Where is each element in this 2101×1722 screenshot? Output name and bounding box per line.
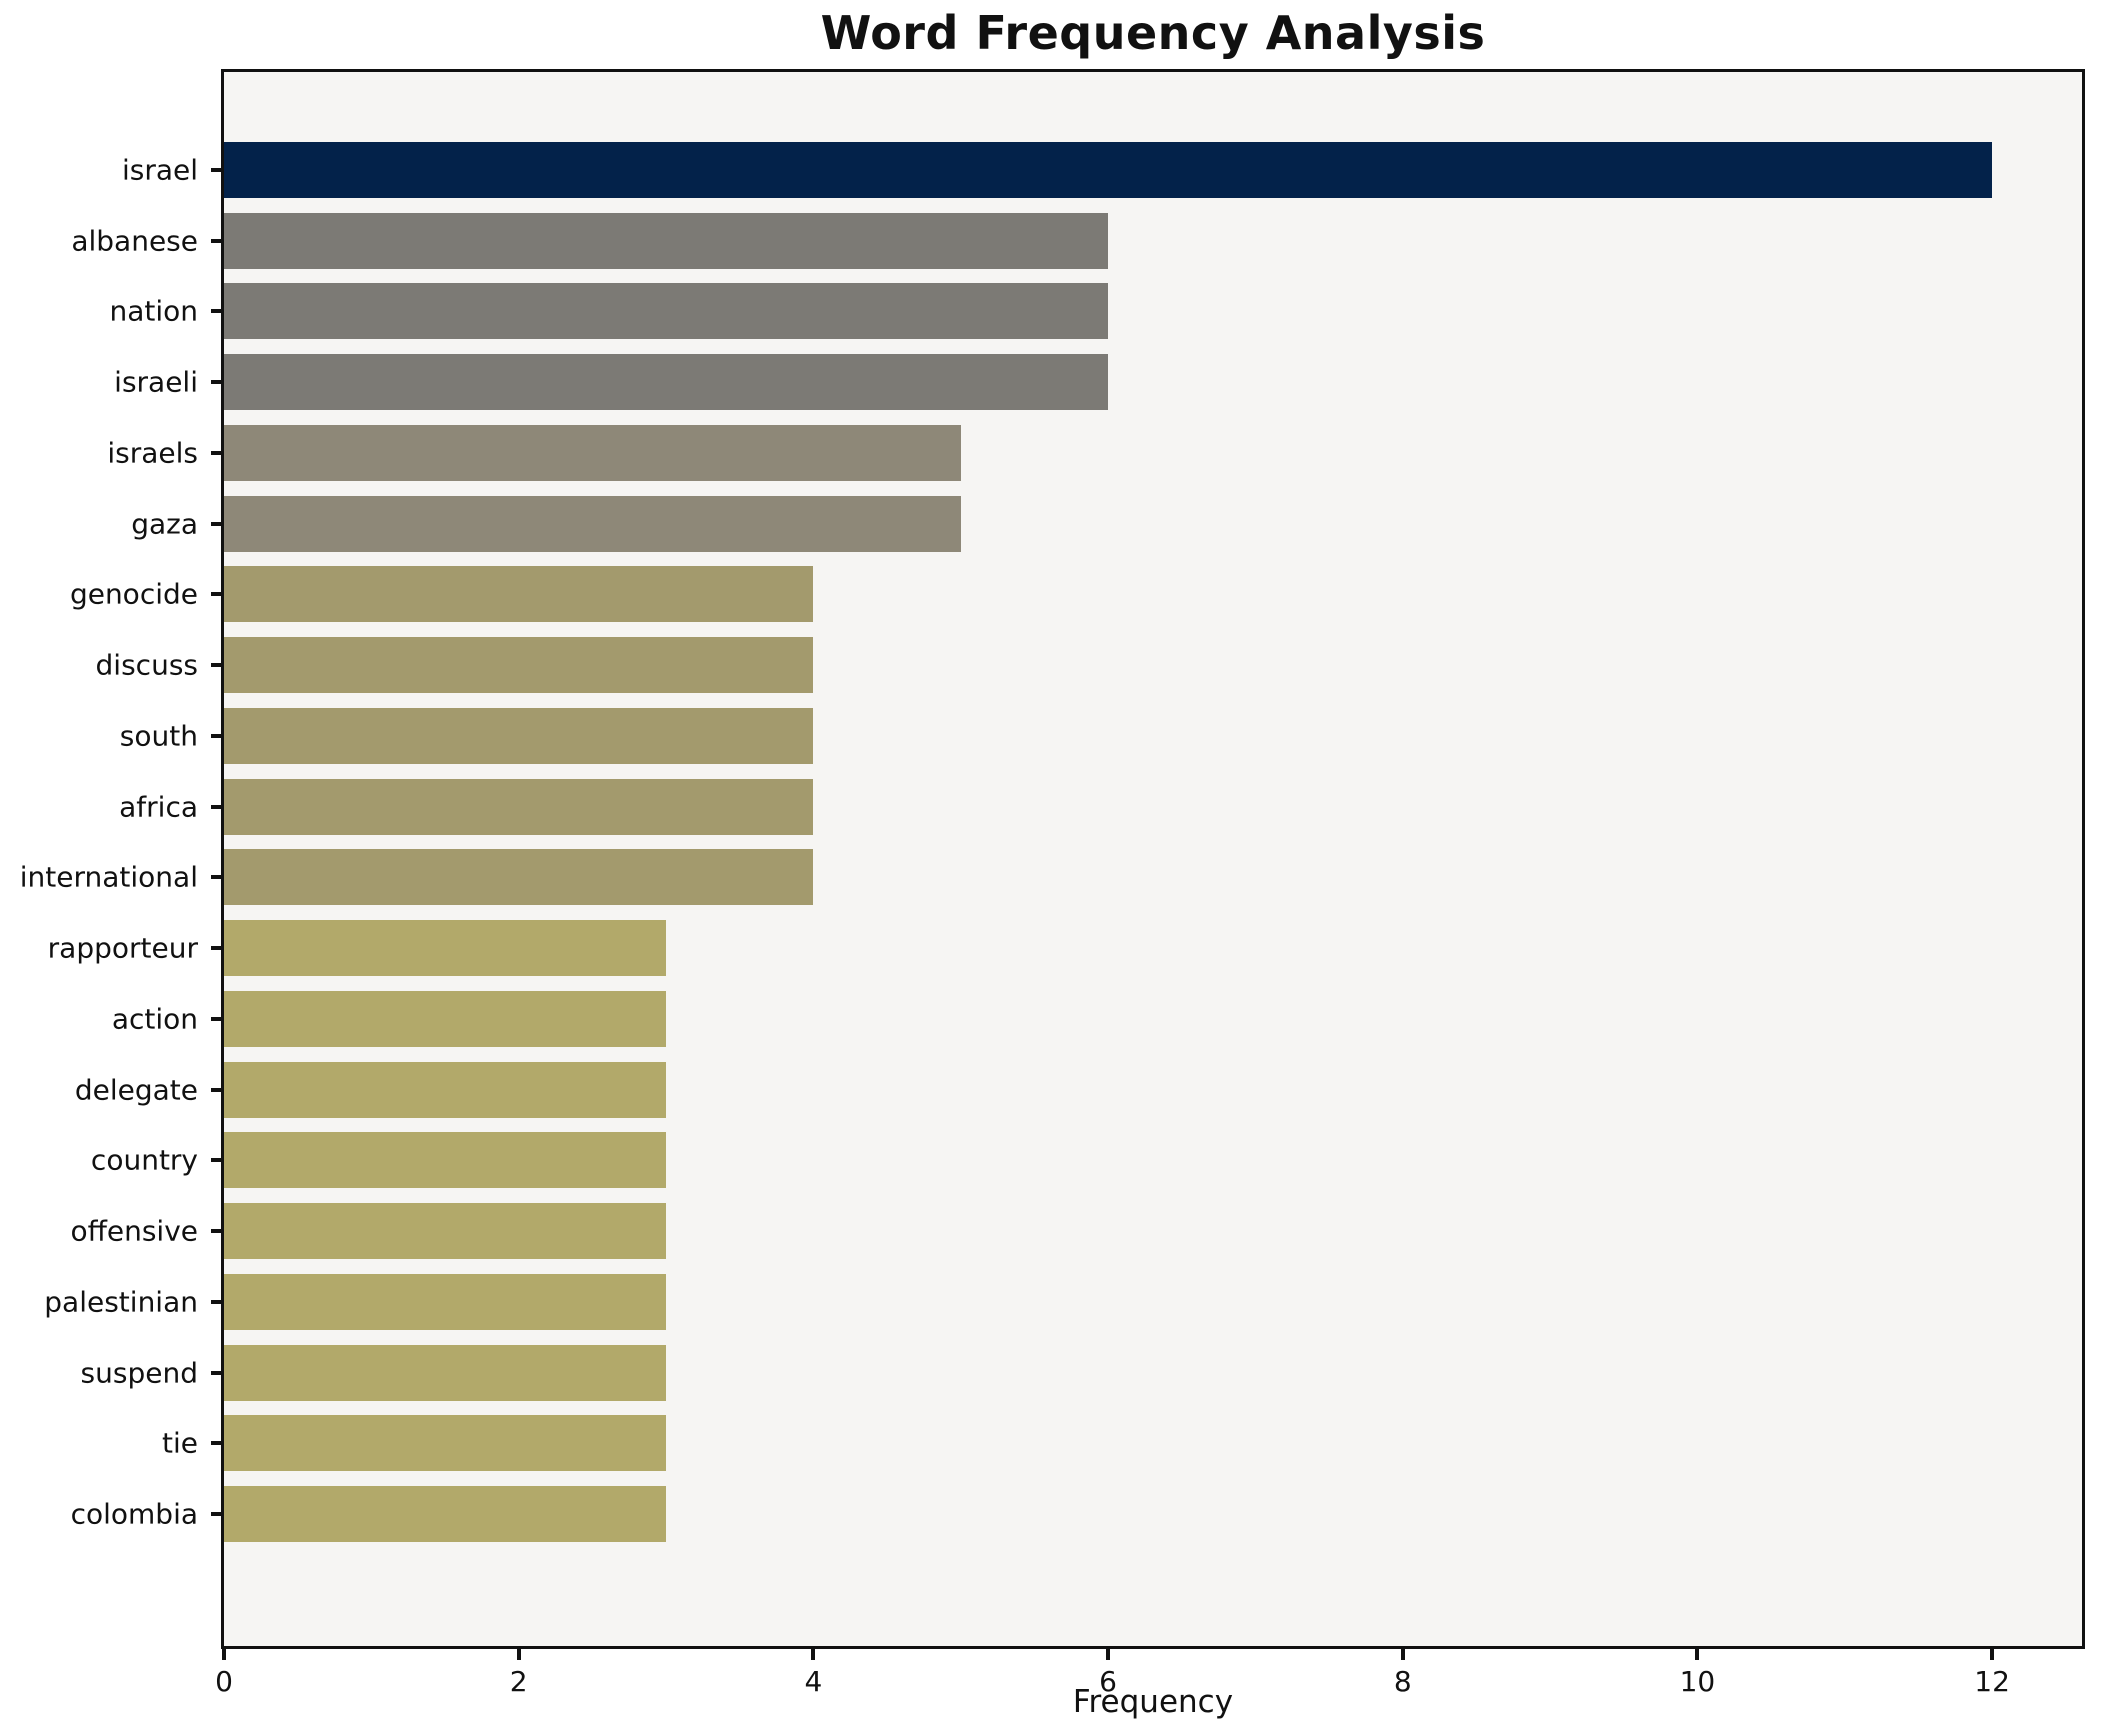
- y-tick-mark: [211, 804, 221, 809]
- y-tick-label-suspend: suspend: [80, 1356, 198, 1390]
- y-tick-mark: [211, 733, 221, 738]
- bar-discuss: [224, 637, 814, 694]
- y-tick-mark: [211, 663, 221, 668]
- x-tick-label-6: 6: [1099, 1665, 1117, 1698]
- x-tick-mark: [222, 1649, 226, 1660]
- y-tick-label-discuss: discuss: [95, 648, 198, 682]
- y-tick-label-delegate: delegate: [74, 1073, 198, 1107]
- y-axis-labels: israel albanese nation israeli israels gaza ge…: [0, 72, 198, 1646]
- bar-africa: [224, 778, 814, 835]
- y-tick-label-genocide: genocide: [69, 577, 198, 611]
- bar-delegate: [224, 1061, 667, 1118]
- y-tick-mark: [211, 1087, 221, 1092]
- y-tick-label-palestinian: palestinian: [44, 1285, 198, 1319]
- y-tick-mark: [211, 450, 221, 455]
- bar-rapporteur: [224, 920, 667, 977]
- x-tick-mark: [1400, 1649, 1405, 1660]
- bar-nation: [224, 283, 1109, 340]
- y-tick-mark: [211, 946, 221, 951]
- bar-country: [224, 1132, 667, 1189]
- y-tick-label-israeli: israeli: [114, 365, 198, 399]
- y-tick-label-nation: nation: [109, 294, 198, 328]
- bar-tie: [224, 1415, 667, 1472]
- bar-action: [224, 990, 667, 1047]
- y-tick-mark: [211, 1512, 221, 1517]
- y-tick-label-israels: israels: [107, 436, 198, 470]
- y-tick-label-international: international: [19, 860, 198, 894]
- y-tick-label-country: country: [90, 1143, 198, 1177]
- x-tick-label-8: 8: [1393, 1665, 1412, 1698]
- y-tick-label-albanese: albanese: [71, 224, 198, 258]
- y-tick-label-africa: africa: [119, 790, 198, 824]
- bar-international: [224, 849, 814, 906]
- y-tick-mark: [211, 1441, 221, 1446]
- y-tick-mark: [211, 1016, 221, 1021]
- x-axis-title: Frequency: [1072, 1684, 1234, 1720]
- y-tick-mark: [211, 309, 221, 314]
- x-tick-mark: [1106, 1649, 1111, 1660]
- y-tick-label-colombia: colombia: [70, 1497, 198, 1531]
- y-tick-mark: [211, 592, 221, 597]
- x-axis-ticks: 0 2 4 6 8 10 12: [215, 1649, 2082, 1709]
- y-tick-label-israel: israel: [121, 153, 198, 187]
- bar-gaza: [224, 495, 961, 552]
- y-tick-mark: [211, 1158, 221, 1163]
- x-tick-mark: [1990, 1649, 1995, 1660]
- y-tick-mark: [211, 1299, 221, 1304]
- y-tick-mark: [211, 1229, 221, 1234]
- bar-offensive: [224, 1203, 667, 1260]
- bar-israel: [224, 142, 1993, 198]
- y-tick-label-offensive: offensive: [70, 1214, 198, 1248]
- x-tick-label-2: 2: [509, 1665, 528, 1698]
- y-tick-mark: [211, 521, 221, 526]
- chart-title: Word Frequency Analysis: [820, 6, 1486, 60]
- x-tick-mark: [811, 1649, 816, 1660]
- y-tick-mark: [211, 380, 221, 385]
- bar-south: [224, 707, 814, 764]
- y-tick-label-action: action: [111, 1002, 198, 1036]
- y-tick-label-rapporteur: rapporteur: [47, 931, 198, 965]
- x-tick-label-10: 10: [1679, 1665, 1716, 1698]
- bar-albanese: [224, 212, 1109, 269]
- y-tick-label-tie: tie: [162, 1426, 198, 1460]
- bar-israeli: [224, 354, 1109, 411]
- x-tick-label-12: 12: [1974, 1665, 2010, 1698]
- bar-suspend: [224, 1344, 667, 1401]
- bar-israels: [224, 424, 961, 481]
- bar-colombia: [224, 1486, 667, 1543]
- y-tick-label-gaza: gaza: [131, 507, 198, 541]
- bar-palestinian: [224, 1273, 667, 1330]
- y-tick-mark: [211, 168, 221, 172]
- y-tick-mark: [211, 875, 221, 880]
- y-tick-label-south: south: [119, 719, 198, 753]
- plot-area: [211, 69, 2085, 1649]
- x-tick-label-0: 0: [215, 1665, 233, 1698]
- bar-genocide: [224, 566, 814, 623]
- x-tick-label-4: 4: [804, 1665, 823, 1698]
- x-tick-mark: [1695, 1649, 1700, 1660]
- x-tick-mark: [516, 1649, 521, 1660]
- y-tick-mark: [211, 238, 221, 243]
- y-tick-mark: [211, 1370, 221, 1375]
